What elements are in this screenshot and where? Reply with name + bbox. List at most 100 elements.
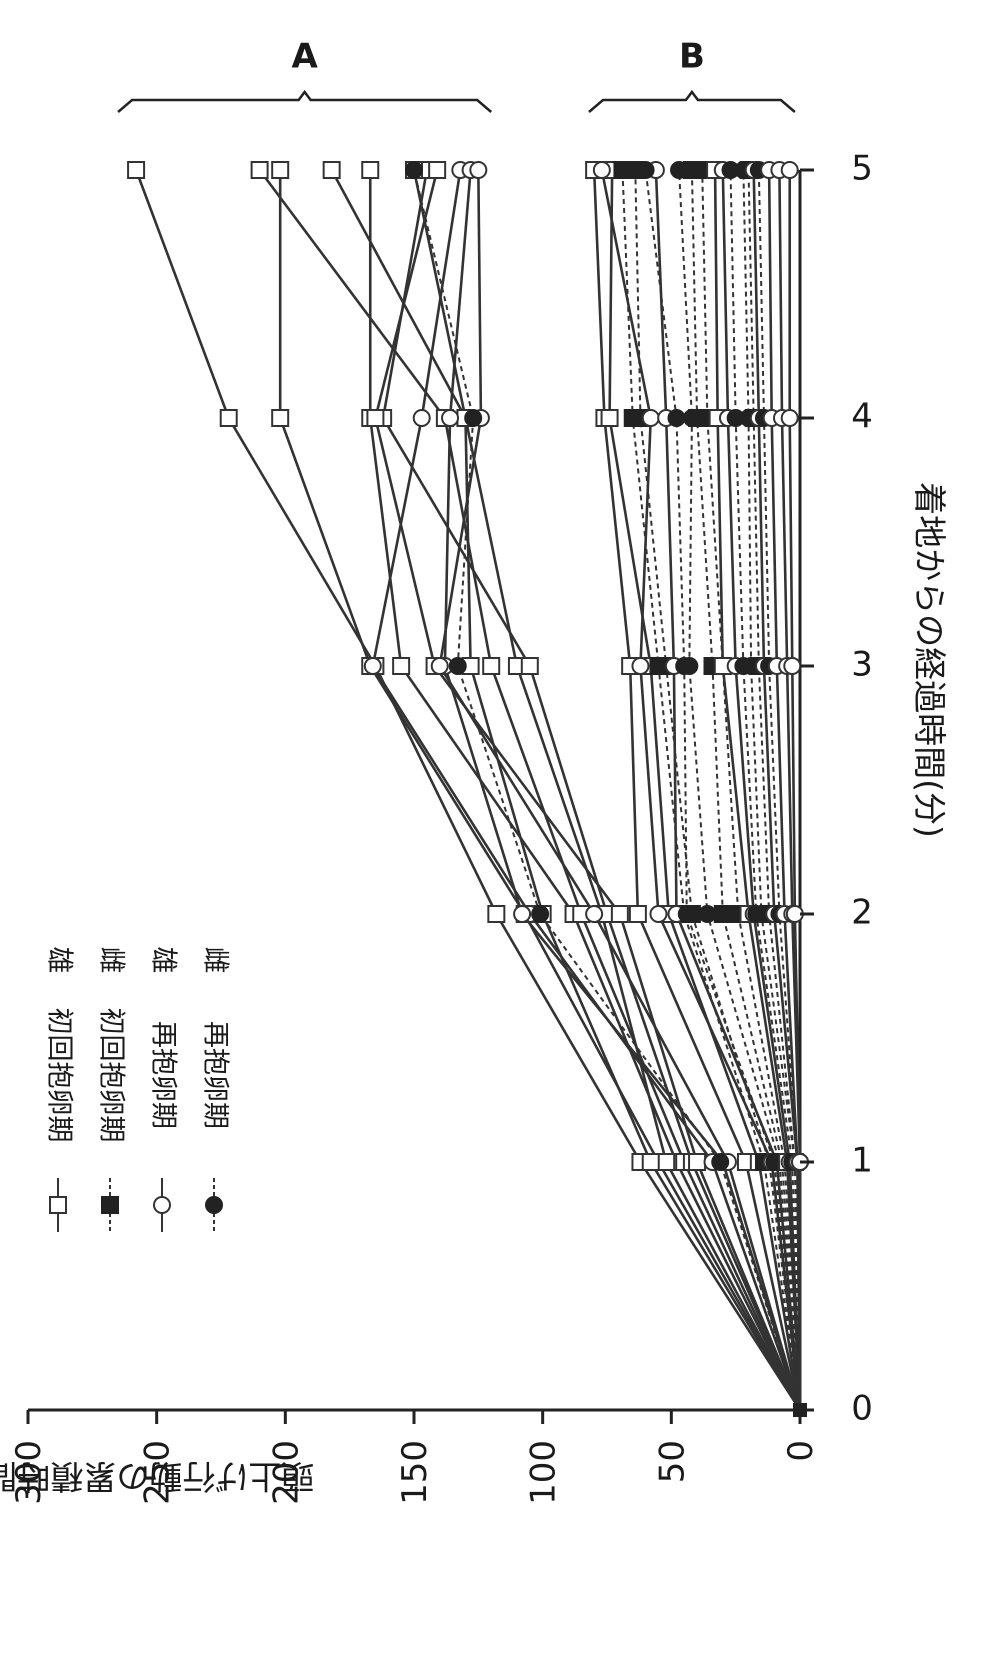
series-line (678, 169, 801, 1411)
series-line (608, 169, 802, 1411)
series-line (443, 169, 802, 1411)
legend-label: 再抱卵期 (148, 1021, 179, 1129)
series-re_female (405, 161, 801, 1411)
data-point (441, 409, 460, 427)
legend-label: 再抱卵期 (200, 1021, 231, 1129)
data-point (711, 1153, 730, 1171)
legend-sex: 雌 (200, 947, 231, 974)
axis-frame (28, 170, 802, 1412)
legend-sex: 雄 (148, 947, 179, 974)
series-line (788, 170, 802, 1410)
x-tick-label: 1 (851, 1141, 873, 1181)
series-line (371, 169, 802, 1411)
legend-marker (205, 1196, 223, 1214)
data-point (271, 409, 290, 427)
series-line (278, 170, 802, 1411)
y-tick-label: 200 (266, 1440, 306, 1505)
series-line (729, 169, 801, 1411)
x-tick-label: 4 (851, 397, 873, 437)
series-line (621, 169, 801, 1411)
series-line (438, 169, 802, 1411)
series-re_male (780, 161, 809, 1410)
data-point (428, 161, 447, 179)
legend-marker (101, 1196, 119, 1214)
series-line (767, 169, 802, 1411)
y-tick-label: 150 (395, 1440, 435, 1505)
series-layer (127, 161, 809, 1417)
series-line (654, 169, 802, 1411)
x-tick-label: 3 (851, 645, 873, 685)
data-point (780, 161, 799, 179)
series-line (413, 169, 801, 1411)
group-label: B (679, 37, 705, 77)
series-line (258, 169, 802, 1411)
data-point (271, 161, 290, 179)
series-line (713, 169, 802, 1411)
x-tick-labels: 0 1 2 3 4 5 (800, 149, 873, 1429)
y-tick-label: 300 (9, 1440, 49, 1505)
data-point (430, 657, 449, 675)
data-point (361, 161, 380, 179)
series-re_male (744, 161, 807, 1411)
data-point (641, 409, 660, 427)
x-tick-label: 2 (851, 893, 873, 933)
data-point (688, 1153, 707, 1171)
y-tick-label: 0 (781, 1440, 821, 1462)
data-point (363, 657, 382, 675)
y-tick-label: 250 (138, 1440, 178, 1505)
data-point (322, 161, 341, 179)
data-point (585, 905, 604, 923)
data-point (677, 905, 696, 923)
series-line (600, 169, 802, 1411)
data-point (600, 409, 619, 427)
x-tick-label: 0 (851, 1389, 873, 1429)
data-point (513, 905, 532, 923)
group-bracket (588, 89, 796, 113)
data-point (412, 409, 431, 427)
legend-sex: 雌 (96, 947, 127, 974)
series-line (634, 169, 801, 1411)
series-line (381, 169, 802, 1411)
data-point (783, 657, 802, 675)
series-line (701, 169, 801, 1411)
x-axis-title: 着地からの経過時間(分) (910, 482, 949, 838)
data-point (667, 409, 686, 427)
series-line (134, 169, 802, 1411)
data-point (405, 161, 423, 179)
data-point (657, 1153, 676, 1171)
data-point (628, 905, 647, 923)
legend-sex: 雄 (44, 947, 75, 974)
y-tick-label: 50 (652, 1440, 692, 1483)
series-first_male (366, 161, 802, 1411)
series-line (747, 169, 801, 1411)
series-line (644, 169, 801, 1411)
series-line (721, 169, 802, 1411)
legend-label: 初回抱卵期 (96, 1008, 127, 1143)
data-point (520, 657, 539, 675)
series-line (412, 169, 802, 1411)
series-line (742, 169, 801, 1411)
data-point (780, 409, 799, 427)
group-bracket (117, 89, 493, 113)
data-point (464, 409, 483, 427)
data-point (487, 905, 506, 923)
data-point (219, 409, 238, 427)
data-point (482, 657, 501, 675)
data-point (631, 657, 650, 675)
series-line (374, 169, 802, 1411)
data-point (610, 905, 629, 923)
legend-label: 初回抱卵期 (44, 1008, 75, 1143)
data-point (127, 161, 146, 179)
data-point (531, 905, 550, 923)
data-point (392, 657, 411, 675)
legend-marker (153, 1196, 171, 1214)
series-line (592, 169, 802, 1411)
data-point (713, 905, 732, 923)
data-point (680, 657, 699, 675)
